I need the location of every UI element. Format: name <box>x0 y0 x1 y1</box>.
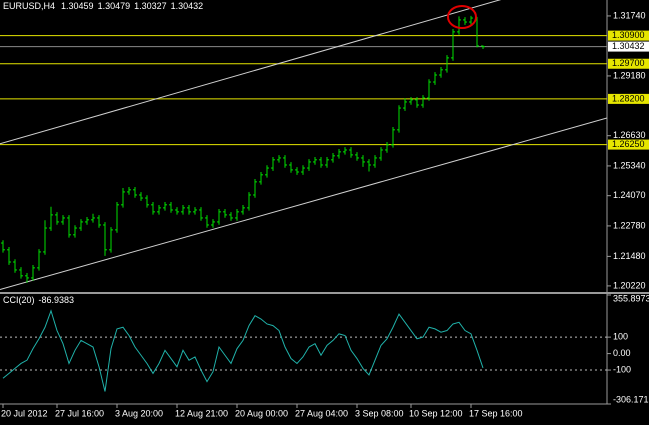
highlight-ellipse <box>447 5 477 29</box>
level-label: 1.28200 <box>612 93 645 103</box>
x-tick-label: 3 Aug 20:00 <box>115 408 163 418</box>
level-label-box <box>608 58 649 69</box>
indicator-line <box>2 309 484 392</box>
y-tick-label: 1.20220 <box>613 280 646 290</box>
last-low: 1.30327 <box>134 1 167 11</box>
y-tick-label: 1.21480 <box>613 251 646 261</box>
level-label: 1.26250 <box>612 139 645 149</box>
current-price-label: 1.30432 <box>612 41 645 51</box>
y-tick-label: -306.171 <box>613 394 649 404</box>
x-tick-label: 20 Jul 2012 <box>1 408 48 418</box>
axes: 1.31740 1.29180 1.26630 1.25340 1.24070 1.227… <box>1 10 649 418</box>
last-open: 1.30459 <box>61 1 94 11</box>
y-tick-label: -100 <box>613 364 631 374</box>
level-label-box <box>608 30 649 41</box>
indicator-value: -86.9383 <box>39 295 75 305</box>
y-tick-label: 0.00 <box>613 348 631 358</box>
last-high: 1.30479 <box>98 1 131 11</box>
trendline <box>0 117 607 291</box>
indicator-name: CCI(20) <box>3 295 35 305</box>
level-label: 1.29700 <box>612 58 645 68</box>
price-panel <box>0 0 607 291</box>
x-tick-label: 27 Jul 16:00 <box>55 408 104 418</box>
x-tick-label: 17 Sep 16:00 <box>469 408 523 418</box>
level-label: 1.30900 <box>612 30 645 40</box>
x-tick-label: 3 Sep 08:00 <box>355 408 404 418</box>
last-close: 1.30432 <box>171 1 204 11</box>
y-tick-label: 1.25340 <box>613 160 646 170</box>
x-tick-label: 27 Aug 04:00 <box>295 408 348 418</box>
y-tick-label: 1.29180 <box>613 70 646 80</box>
symbol: EURUSD,H4 <box>3 1 55 11</box>
cci-panel <box>0 309 607 392</box>
current-price-box <box>608 41 649 52</box>
y-tick-label: 1.31740 <box>613 10 646 20</box>
level-label-box <box>608 93 649 104</box>
y-tick-label: 1.24070 <box>613 190 646 200</box>
x-tick-label: 12 Aug 21:00 <box>175 408 228 418</box>
y-tick-label: 100 <box>613 332 628 342</box>
y-tick-label: 1.22780 <box>613 220 646 230</box>
x-tick-label: 20 Aug 00:00 <box>235 408 288 418</box>
indicator-title: CCI(20) -86.9383 <box>3 295 74 305</box>
x-tick-label: 10 Sep 12:00 <box>409 408 463 418</box>
level-label-box <box>608 139 649 150</box>
chart-title: EURUSD,H4 1.30459 1.30479 1.30327 1.30432 <box>3 1 203 11</box>
y-tick-label: 355.8973 <box>613 293 649 303</box>
trendline <box>0 0 502 145</box>
y-tick-label: 1.26630 <box>613 130 646 140</box>
